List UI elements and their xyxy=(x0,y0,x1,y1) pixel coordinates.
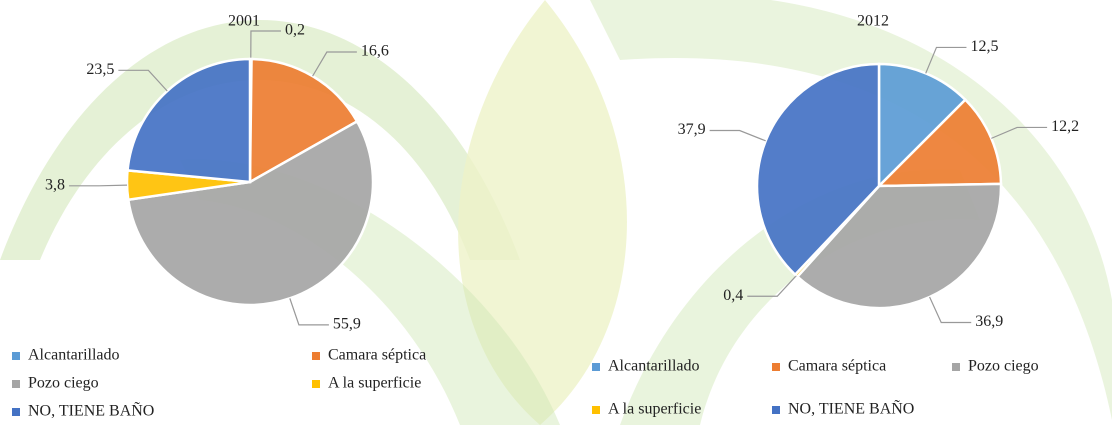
legend-label: Camara séptica xyxy=(328,347,426,364)
legend-swatch xyxy=(12,408,20,416)
legend-label: Camara séptica xyxy=(788,358,886,375)
legend-swatch xyxy=(312,380,320,388)
data-label: 36,9 xyxy=(975,313,1003,330)
data-label: 12,2 xyxy=(1051,118,1079,135)
legend-label: Alcantarillado xyxy=(608,358,700,375)
data-label: 23,5 xyxy=(86,61,114,78)
legend-label: Pozo ciego xyxy=(968,358,1039,375)
legend-swatch xyxy=(592,363,600,371)
legend-swatch xyxy=(312,352,320,360)
data-label: 0,4 xyxy=(723,287,743,304)
legend-swatch xyxy=(772,363,780,371)
data-label: 55,9 xyxy=(333,316,361,333)
legend-label: NO, TIENE BAÑO xyxy=(28,402,154,420)
leader-line xyxy=(69,185,127,186)
chart-title: 2012 xyxy=(857,13,889,30)
legend-swatch xyxy=(952,363,960,371)
legend-label: Pozo ciego xyxy=(28,375,99,392)
leader-line xyxy=(290,298,329,324)
data-label: 3,8 xyxy=(45,176,65,193)
data-label: 37,9 xyxy=(678,121,706,138)
chart: 2001 2012 0,2 16,6 55,9 3,8 23,5 Alcantarilla… xyxy=(0,0,1112,425)
legend-label: A la superficie xyxy=(328,375,421,392)
legend-label: NO, TIENE BAÑO xyxy=(788,400,914,418)
legend-swatch xyxy=(772,406,780,414)
chart-title: 2001 xyxy=(228,13,260,30)
leader-line xyxy=(710,131,766,141)
legend-swatch xyxy=(12,380,20,388)
data-label: 12,5 xyxy=(970,38,998,55)
data-label: 16,6 xyxy=(361,43,389,60)
legend-swatch xyxy=(12,352,20,360)
legend-label: Alcantarillado xyxy=(28,347,120,364)
leader-line xyxy=(930,297,972,322)
legend-swatch xyxy=(592,406,600,414)
legend-label: A la superficie xyxy=(608,401,701,418)
data-label: 0,2 xyxy=(285,22,305,39)
